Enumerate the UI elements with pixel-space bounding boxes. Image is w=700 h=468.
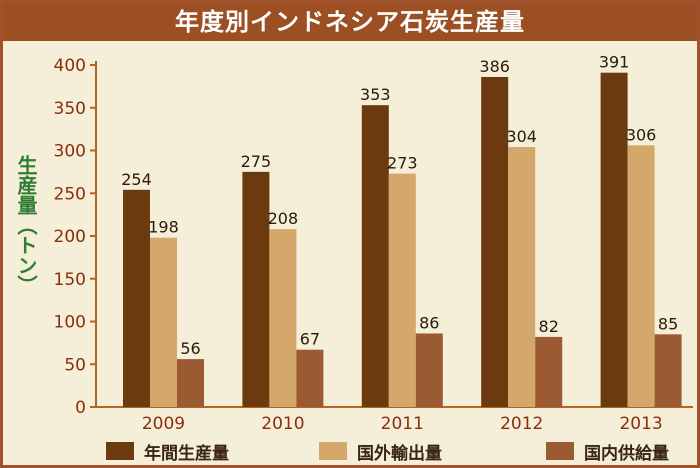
bar: [242, 171, 270, 407]
data-label: 306: [626, 125, 657, 144]
data-label: 82: [539, 317, 559, 336]
x-tick-label: 2009: [142, 414, 185, 434]
y-tick-label: 250: [54, 184, 86, 204]
x-tick-label: 2012: [500, 414, 543, 434]
legend-item-annual-production: 年間生産量: [106, 439, 229, 464]
data-label: 273: [387, 154, 418, 173]
y-tick-label: 200: [54, 227, 86, 247]
x-tick-label: 2010: [261, 414, 304, 434]
data-label: 85: [658, 314, 678, 333]
legend-label: 国外輸出量: [357, 443, 442, 464]
y-tick-label: 150: [54, 270, 86, 290]
bar: [654, 334, 682, 407]
bar: [415, 333, 443, 407]
legend-swatch: [319, 442, 347, 460]
y-tick-label: 50: [64, 355, 86, 375]
bar: [296, 349, 324, 407]
bar: [177, 359, 204, 407]
data-label: 208: [268, 209, 299, 228]
chart-title: 年度別インドネシア石炭生産量: [3, 3, 697, 41]
legend-swatch: [106, 442, 134, 460]
legend-item-export: 国外輸出量: [319, 439, 442, 464]
data-label: 67: [300, 330, 320, 349]
y-tick-label: 350: [54, 99, 86, 119]
bar: [269, 229, 297, 407]
bar: [600, 72, 628, 407]
legend-label: 年間生産量: [144, 443, 229, 464]
data-label: 198: [148, 218, 179, 237]
y-tick-label: 400: [54, 56, 86, 76]
data-label: 275: [241, 152, 272, 171]
data-label: 56: [180, 339, 200, 358]
data-label: 254: [121, 170, 152, 189]
y-tick-label: 300: [54, 142, 86, 162]
bar: [123, 189, 150, 407]
bar: [481, 76, 509, 407]
bar: [508, 147, 536, 407]
y-axis-label: 生産量（トン）: [14, 155, 38, 295]
x-tick-label: 2013: [619, 414, 662, 434]
legend-swatch: [546, 442, 574, 460]
legend-label: 国内供給量: [584, 443, 669, 464]
bar: [361, 105, 389, 407]
bar: [535, 336, 563, 407]
y-tick-label: 100: [54, 313, 86, 333]
legend-item-domestic: 国内供給量: [546, 439, 669, 464]
data-label: 386: [479, 57, 510, 76]
y-tick-label: 0: [75, 398, 86, 418]
data-label: 391: [599, 53, 630, 72]
data-label: 304: [506, 127, 537, 146]
data-label: 86: [419, 313, 439, 332]
bar-chart: 0 50 100 150 200 250 300 350 400 254 198 56 2009 275 2…: [54, 53, 693, 434]
data-label: 353: [360, 85, 391, 104]
bar: [150, 237, 177, 407]
bar: [627, 145, 655, 407]
bar: [388, 173, 416, 407]
x-tick-label: 2011: [381, 414, 424, 434]
